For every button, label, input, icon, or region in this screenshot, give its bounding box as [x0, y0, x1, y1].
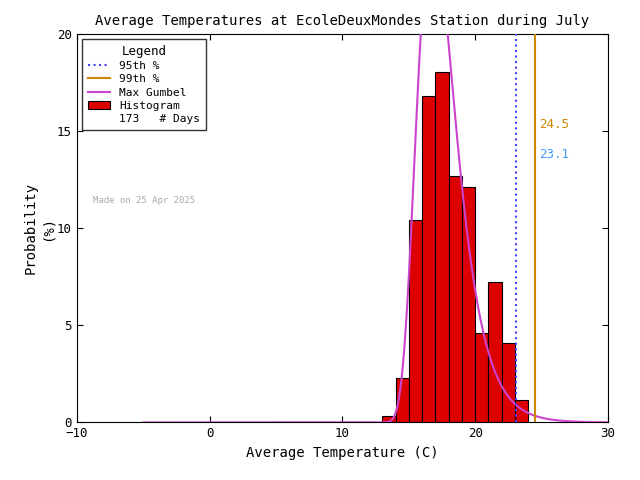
Bar	[409, 220, 422, 422]
Bar	[382, 416, 396, 422]
Bar	[435, 72, 449, 422]
Bar	[488, 282, 502, 422]
Y-axis label: Probability
(%): Probability (%)	[24, 182, 54, 274]
Bar	[502, 343, 515, 422]
Title: Average Temperatures at EcoleDeuxMondes Station during July: Average Temperatures at EcoleDeuxMondes …	[95, 14, 589, 28]
Legend: 95th %, 99th %, Max Gumbel, Histogram, 173   # Days: 95th %, 99th %, Max Gumbel, Histogram, 1…	[83, 39, 205, 130]
Bar	[449, 176, 462, 422]
X-axis label: Average Temperature (C): Average Temperature (C)	[246, 446, 438, 460]
Text: 23.1: 23.1	[539, 148, 569, 161]
Text: Made on 25 Apr 2025: Made on 25 Apr 2025	[93, 196, 195, 205]
Bar	[476, 333, 488, 422]
Bar	[515, 400, 529, 422]
Bar	[422, 96, 435, 422]
Bar	[396, 378, 409, 422]
Bar	[462, 187, 476, 422]
Text: 24.5: 24.5	[539, 119, 569, 132]
